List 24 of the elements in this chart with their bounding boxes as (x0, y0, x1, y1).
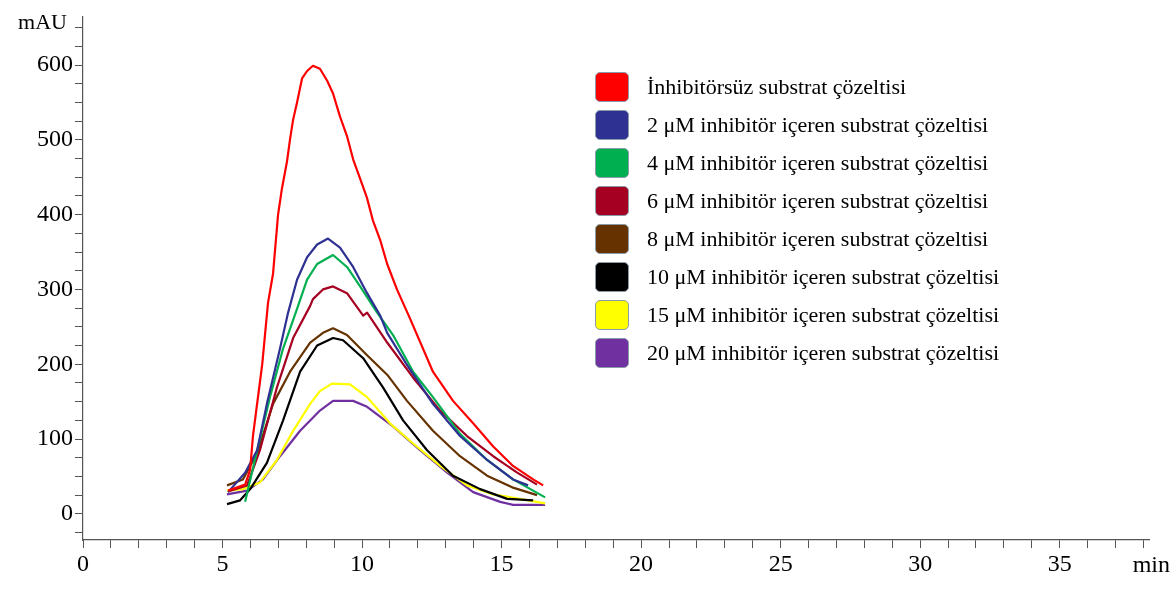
y-tick-label: 0 (61, 499, 73, 526)
x-tick-label: 10 (350, 549, 375, 576)
legend-label: 4 μM inhibitör içeren substrat çözeltisi (647, 150, 989, 176)
x-tick-label: 35 (1047, 549, 1072, 576)
legend-label: 15 μM inhibitör içeren substrat çözeltisi (647, 302, 1000, 328)
x-tick-label: 20 (629, 549, 654, 576)
legend-label: 20 μM inhibitör içeren substrat çözeltisi (647, 340, 1000, 366)
y-tick-label: 100 (37, 424, 73, 451)
y-tick-label: 400 (37, 199, 73, 226)
x-tick-label: 15 (489, 549, 514, 576)
y-tick-label: 300 (37, 274, 73, 301)
legend-label: İnhibitörsüz substrat çözeltisi (647, 74, 907, 100)
y-tick-label: 600 (37, 50, 73, 77)
y-tick-label: 500 (37, 125, 73, 152)
y-axis-title: mAU (18, 8, 68, 34)
legend-label: 6 μM inhibitör içeren substrat çözeltisi (647, 188, 989, 214)
x-tick-label: 30 (908, 549, 933, 576)
x-tick-label: 5 (216, 549, 229, 576)
x-axis-title: min (1132, 551, 1170, 578)
legend-label: 8 μM inhibitör içeren substrat çözeltisi (647, 226, 989, 252)
legend-label: 10 μM inhibitör içeren substrat çözeltisi (647, 264, 1000, 290)
y-tick-label: 200 (37, 349, 73, 376)
x-tick-label: 25 (768, 549, 793, 576)
legend-label: 2 μM inhibitör içeren substrat çözeltisi (647, 112, 989, 138)
